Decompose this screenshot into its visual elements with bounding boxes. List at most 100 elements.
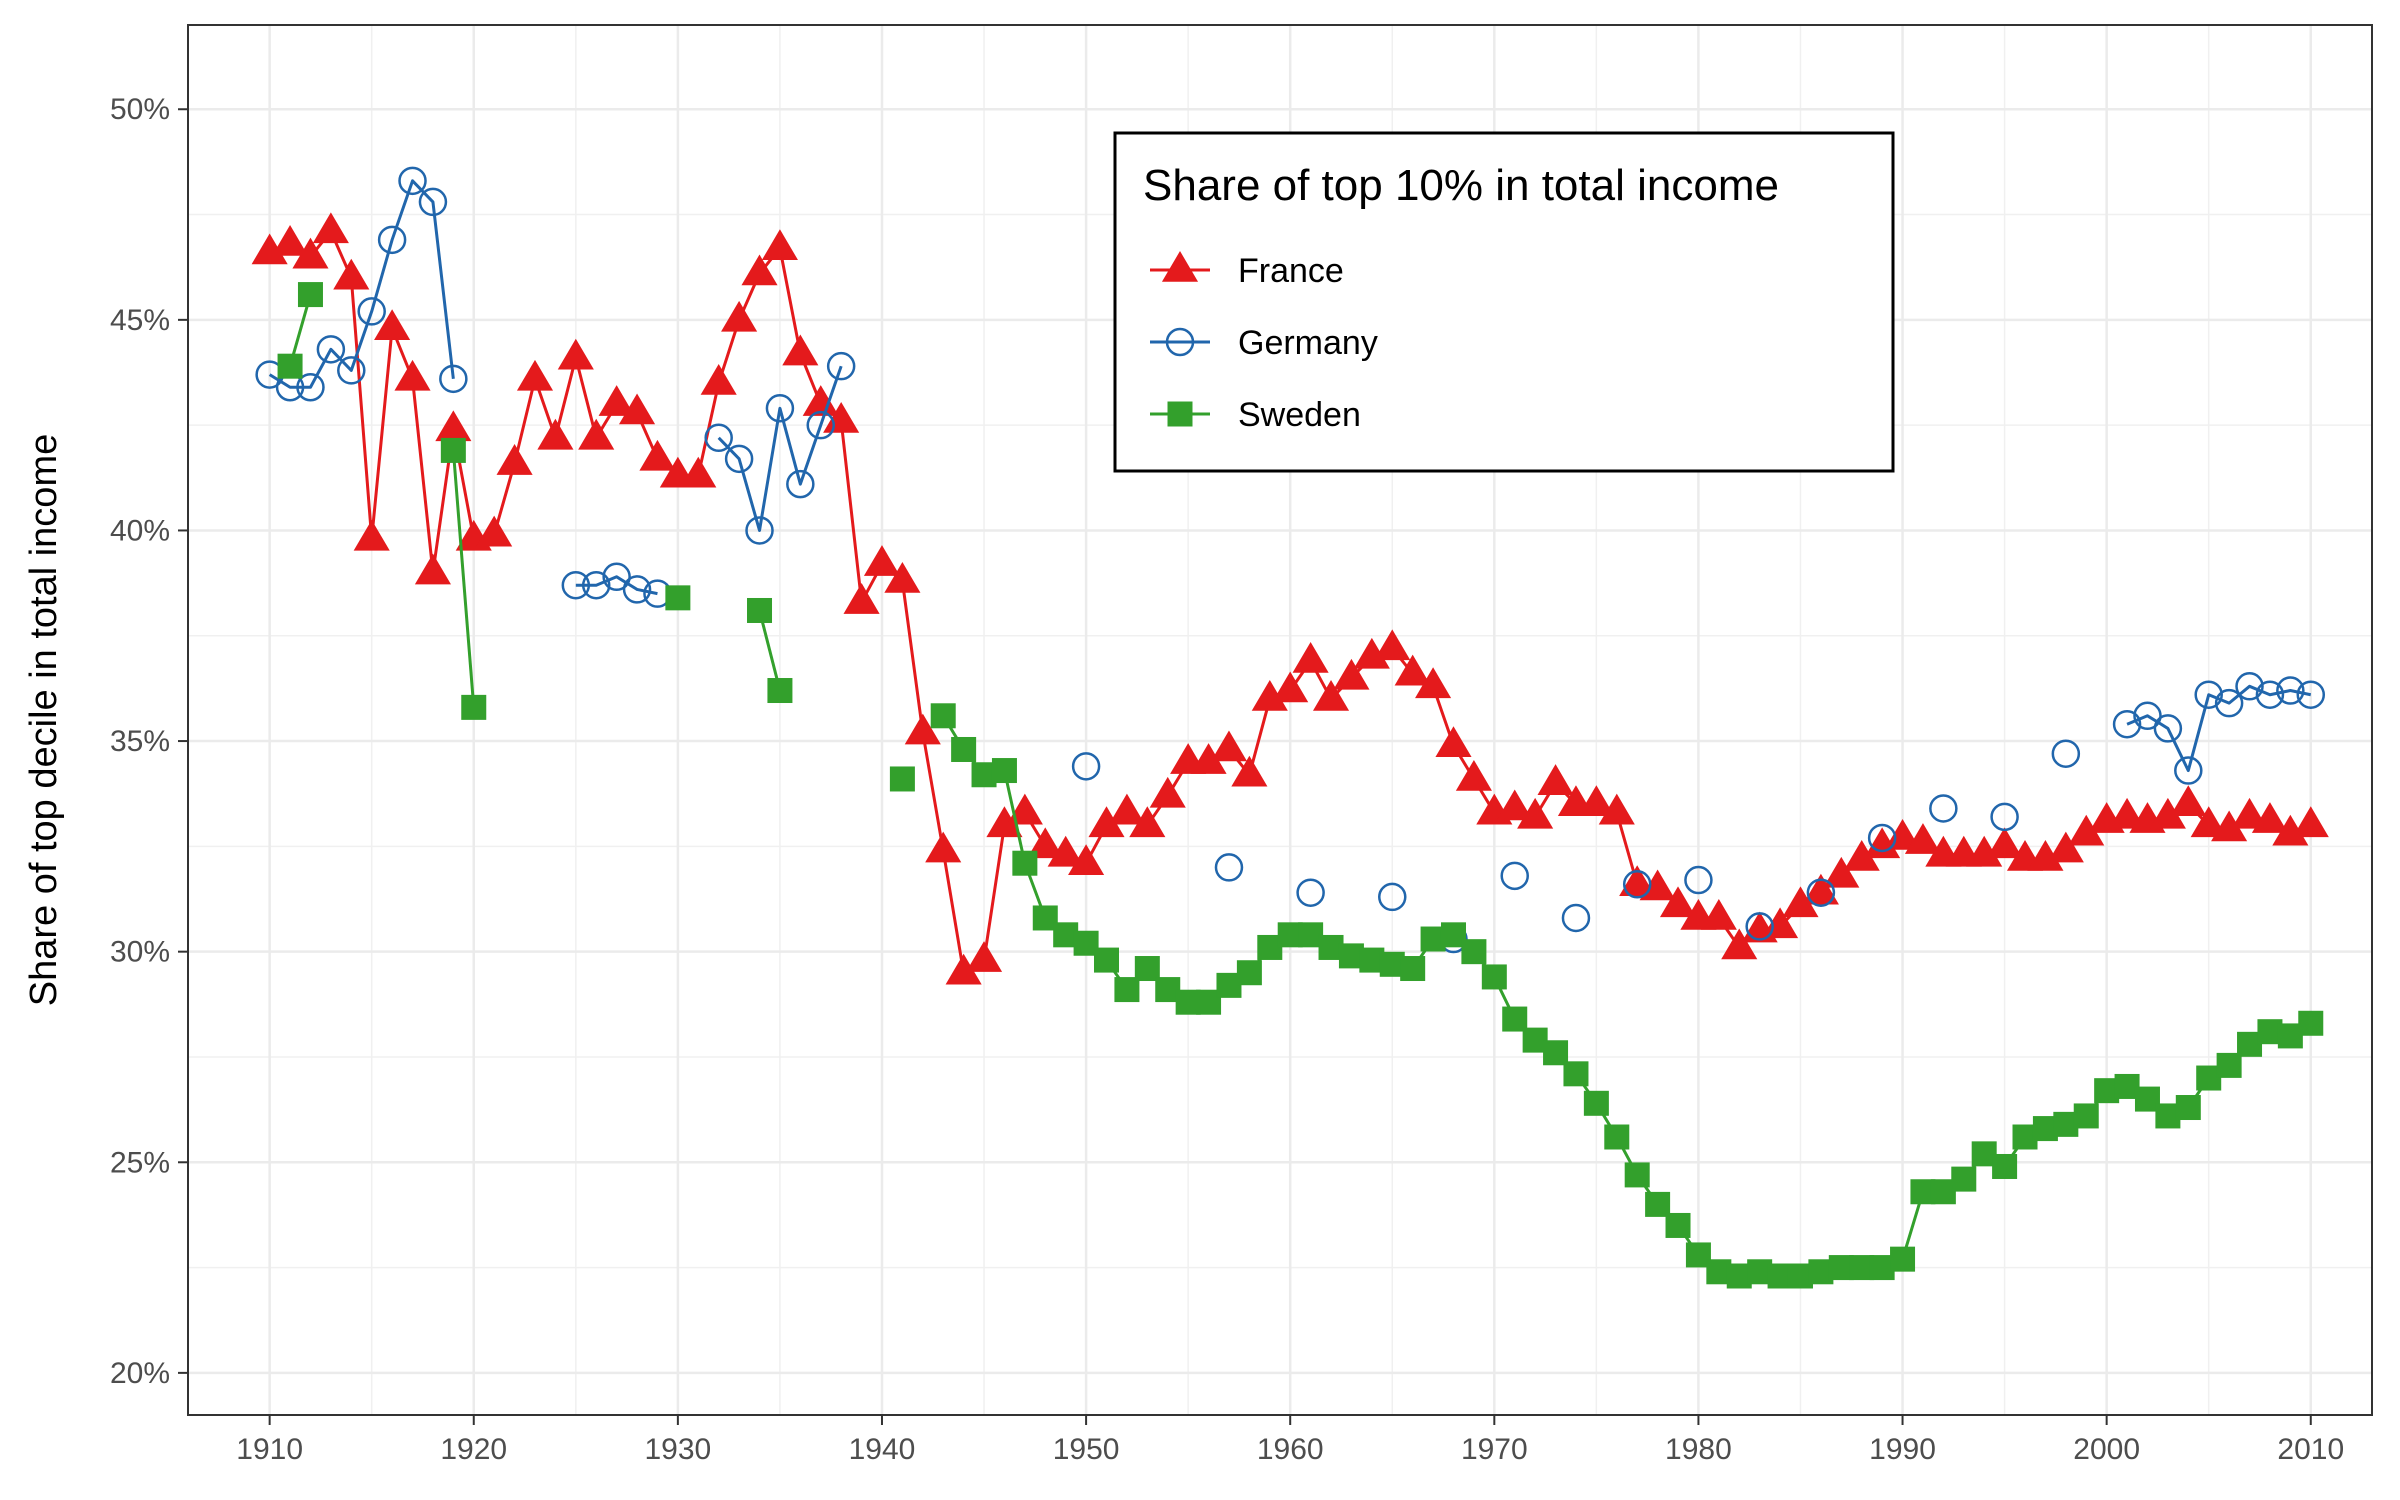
y-tick-label: 40% [110, 514, 170, 547]
data-point-germany [2276, 676, 2305, 705]
series-line-sweden [451, 450, 476, 708]
data-point-france [272, 225, 309, 256]
data-point-france [802, 385, 839, 416]
data-point-germany [745, 516, 774, 545]
x-tick-label: 1970 [1461, 1433, 1528, 1466]
data-point-france [1027, 827, 1064, 859]
data-point-france [374, 309, 411, 341]
data-point-france [2211, 810, 2248, 842]
data-point-france [1353, 637, 1390, 669]
y-axis-title: Share of top decile in total income [23, 434, 65, 1006]
data-point-germany [1561, 903, 1591, 933]
y-tick-label: 20% [110, 1357, 170, 1390]
legend-key-marker [1165, 327, 1195, 357]
data-point-france [1251, 679, 1288, 711]
x-tick-label: 2010 [2277, 1433, 2344, 1466]
data-point-sweden [1134, 956, 1160, 982]
data-point-germany [1214, 853, 1244, 882]
series-sweden [277, 282, 2324, 1289]
data-point-germany [1929, 794, 1958, 823]
data-point-france [1455, 759, 1492, 791]
data-point-germany [439, 364, 468, 394]
y-tick-label: 30% [110, 936, 170, 969]
legend-title: Share of top 10% in total income [1143, 161, 1779, 210]
data-point-france [312, 212, 349, 244]
legend-item-sweden: Sweden [1150, 396, 1361, 434]
data-point-france [598, 385, 635, 416]
data-point-germany [418, 187, 448, 217]
data-point-france [1823, 856, 1860, 888]
data-point-france [1312, 679, 1350, 711]
x-tick-label: 1990 [1869, 1433, 1936, 1466]
data-point-sweden [2175, 1095, 2201, 1121]
data-point-france [741, 254, 778, 286]
data-point-france [537, 418, 574, 450]
y-tick-label: 35% [110, 725, 170, 758]
data-point-france [1394, 654, 1431, 686]
data-point-sweden [747, 597, 773, 623]
data-point-sweden [889, 766, 915, 792]
data-point-france [2231, 797, 2268, 829]
data-point-germany [602, 562, 631, 592]
data-point-france [476, 515, 513, 547]
data-point-france [2047, 831, 2084, 863]
data-point-france [680, 456, 717, 488]
legend-key-marker [1161, 251, 1199, 282]
data-point-france [823, 401, 860, 433]
data-point-germany [1867, 823, 1897, 853]
data-point-sweden [461, 694, 487, 720]
data-point-france [1986, 827, 2023, 859]
x-tick-label: 2000 [2073, 1433, 2140, 1466]
data-point-france [884, 562, 921, 593]
data-point-germany [2051, 739, 2081, 768]
data-point-france [2109, 797, 2146, 829]
data-point-france [1415, 667, 1452, 699]
data-point-france [557, 338, 594, 370]
data-point-france [1517, 797, 1554, 829]
data-point-germany [2174, 756, 2203, 785]
data-point-germany [377, 225, 407, 255]
data-point-germany [1296, 878, 1325, 907]
data-point-france [1088, 806, 1125, 838]
data-point-germany [561, 570, 591, 600]
data-point-germany [2112, 709, 2142, 739]
data-point-germany [1990, 802, 2019, 832]
data-point-france [1374, 629, 1411, 661]
x-tick-label: 1950 [1053, 1433, 1120, 1466]
data-point-france [1904, 823, 1942, 854]
x-tick-label: 1980 [1665, 1433, 1732, 1466]
x-tick-label: 1930 [644, 1433, 711, 1466]
data-point-france [1129, 806, 1166, 838]
data-point-germany [2296, 680, 2326, 709]
data-point-sweden [1481, 964, 1507, 990]
data-point-sweden [1543, 1040, 1569, 1066]
data-point-france [2170, 785, 2207, 817]
data-point-france [1108, 793, 1145, 825]
data-point-france [1149, 776, 1186, 808]
y-axis: 20% 25% 30% 35% 40% 45% 50% [110, 93, 188, 1390]
data-point-france [761, 229, 798, 261]
data-point-france [1864, 827, 1901, 859]
series-france [251, 212, 2329, 985]
data-point-germany [1745, 912, 1774, 941]
data-point-sweden [1604, 1124, 1630, 1150]
data-point-germany [316, 335, 346, 364]
data-point-sweden [2298, 1010, 2324, 1036]
data-point-france [965, 941, 1003, 972]
data-point-france [1782, 886, 1819, 918]
data-point-france [1231, 755, 1268, 787]
legend: Share of top 10% in total income France G… [1113, 131, 1895, 473]
data-point-germany [2153, 714, 2183, 743]
series-line-germany [717, 365, 843, 532]
x-tick-label: 1910 [236, 1433, 303, 1466]
data-point-sweden [951, 736, 977, 762]
data-point-sweden [2073, 1103, 2099, 1129]
data-point-germany [704, 423, 733, 453]
legend-items: France Germany Sweden [1150, 251, 1378, 434]
legend-key-marker [1167, 401, 1193, 427]
data-point-france [945, 953, 982, 985]
data-point-france [863, 545, 901, 576]
data-point-sweden [1461, 939, 1487, 965]
data-point-sweden [297, 282, 323, 308]
data-point-france [721, 300, 758, 332]
